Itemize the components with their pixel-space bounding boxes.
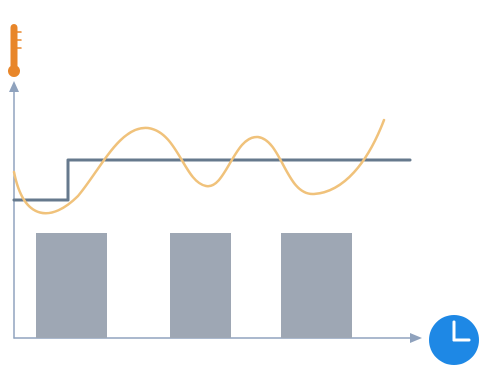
heating-pulse-1 [36,233,107,338]
thermometer-stem [10,24,18,70]
thermometer-bulb [8,65,20,77]
y-axis-arrowhead [9,81,19,92]
thermometer-icon [8,24,22,77]
heating-pulse-3 [281,233,352,338]
setpoint-step-line [12,158,412,202]
temperature-wave-line [12,118,386,215]
heating-pulse-2 [170,233,231,338]
x-axis-arrowhead [410,333,422,343]
clock-icon [429,315,479,365]
